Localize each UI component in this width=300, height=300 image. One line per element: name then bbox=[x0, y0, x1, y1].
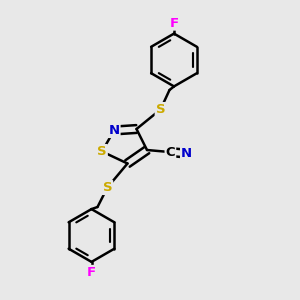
Text: N: N bbox=[108, 124, 120, 137]
Text: F: F bbox=[169, 16, 178, 30]
Text: S: S bbox=[97, 145, 107, 158]
Text: N: N bbox=[181, 147, 192, 160]
Text: F: F bbox=[87, 266, 96, 279]
Text: S: S bbox=[156, 103, 165, 116]
Text: S: S bbox=[103, 181, 112, 194]
Text: C: C bbox=[166, 146, 175, 159]
